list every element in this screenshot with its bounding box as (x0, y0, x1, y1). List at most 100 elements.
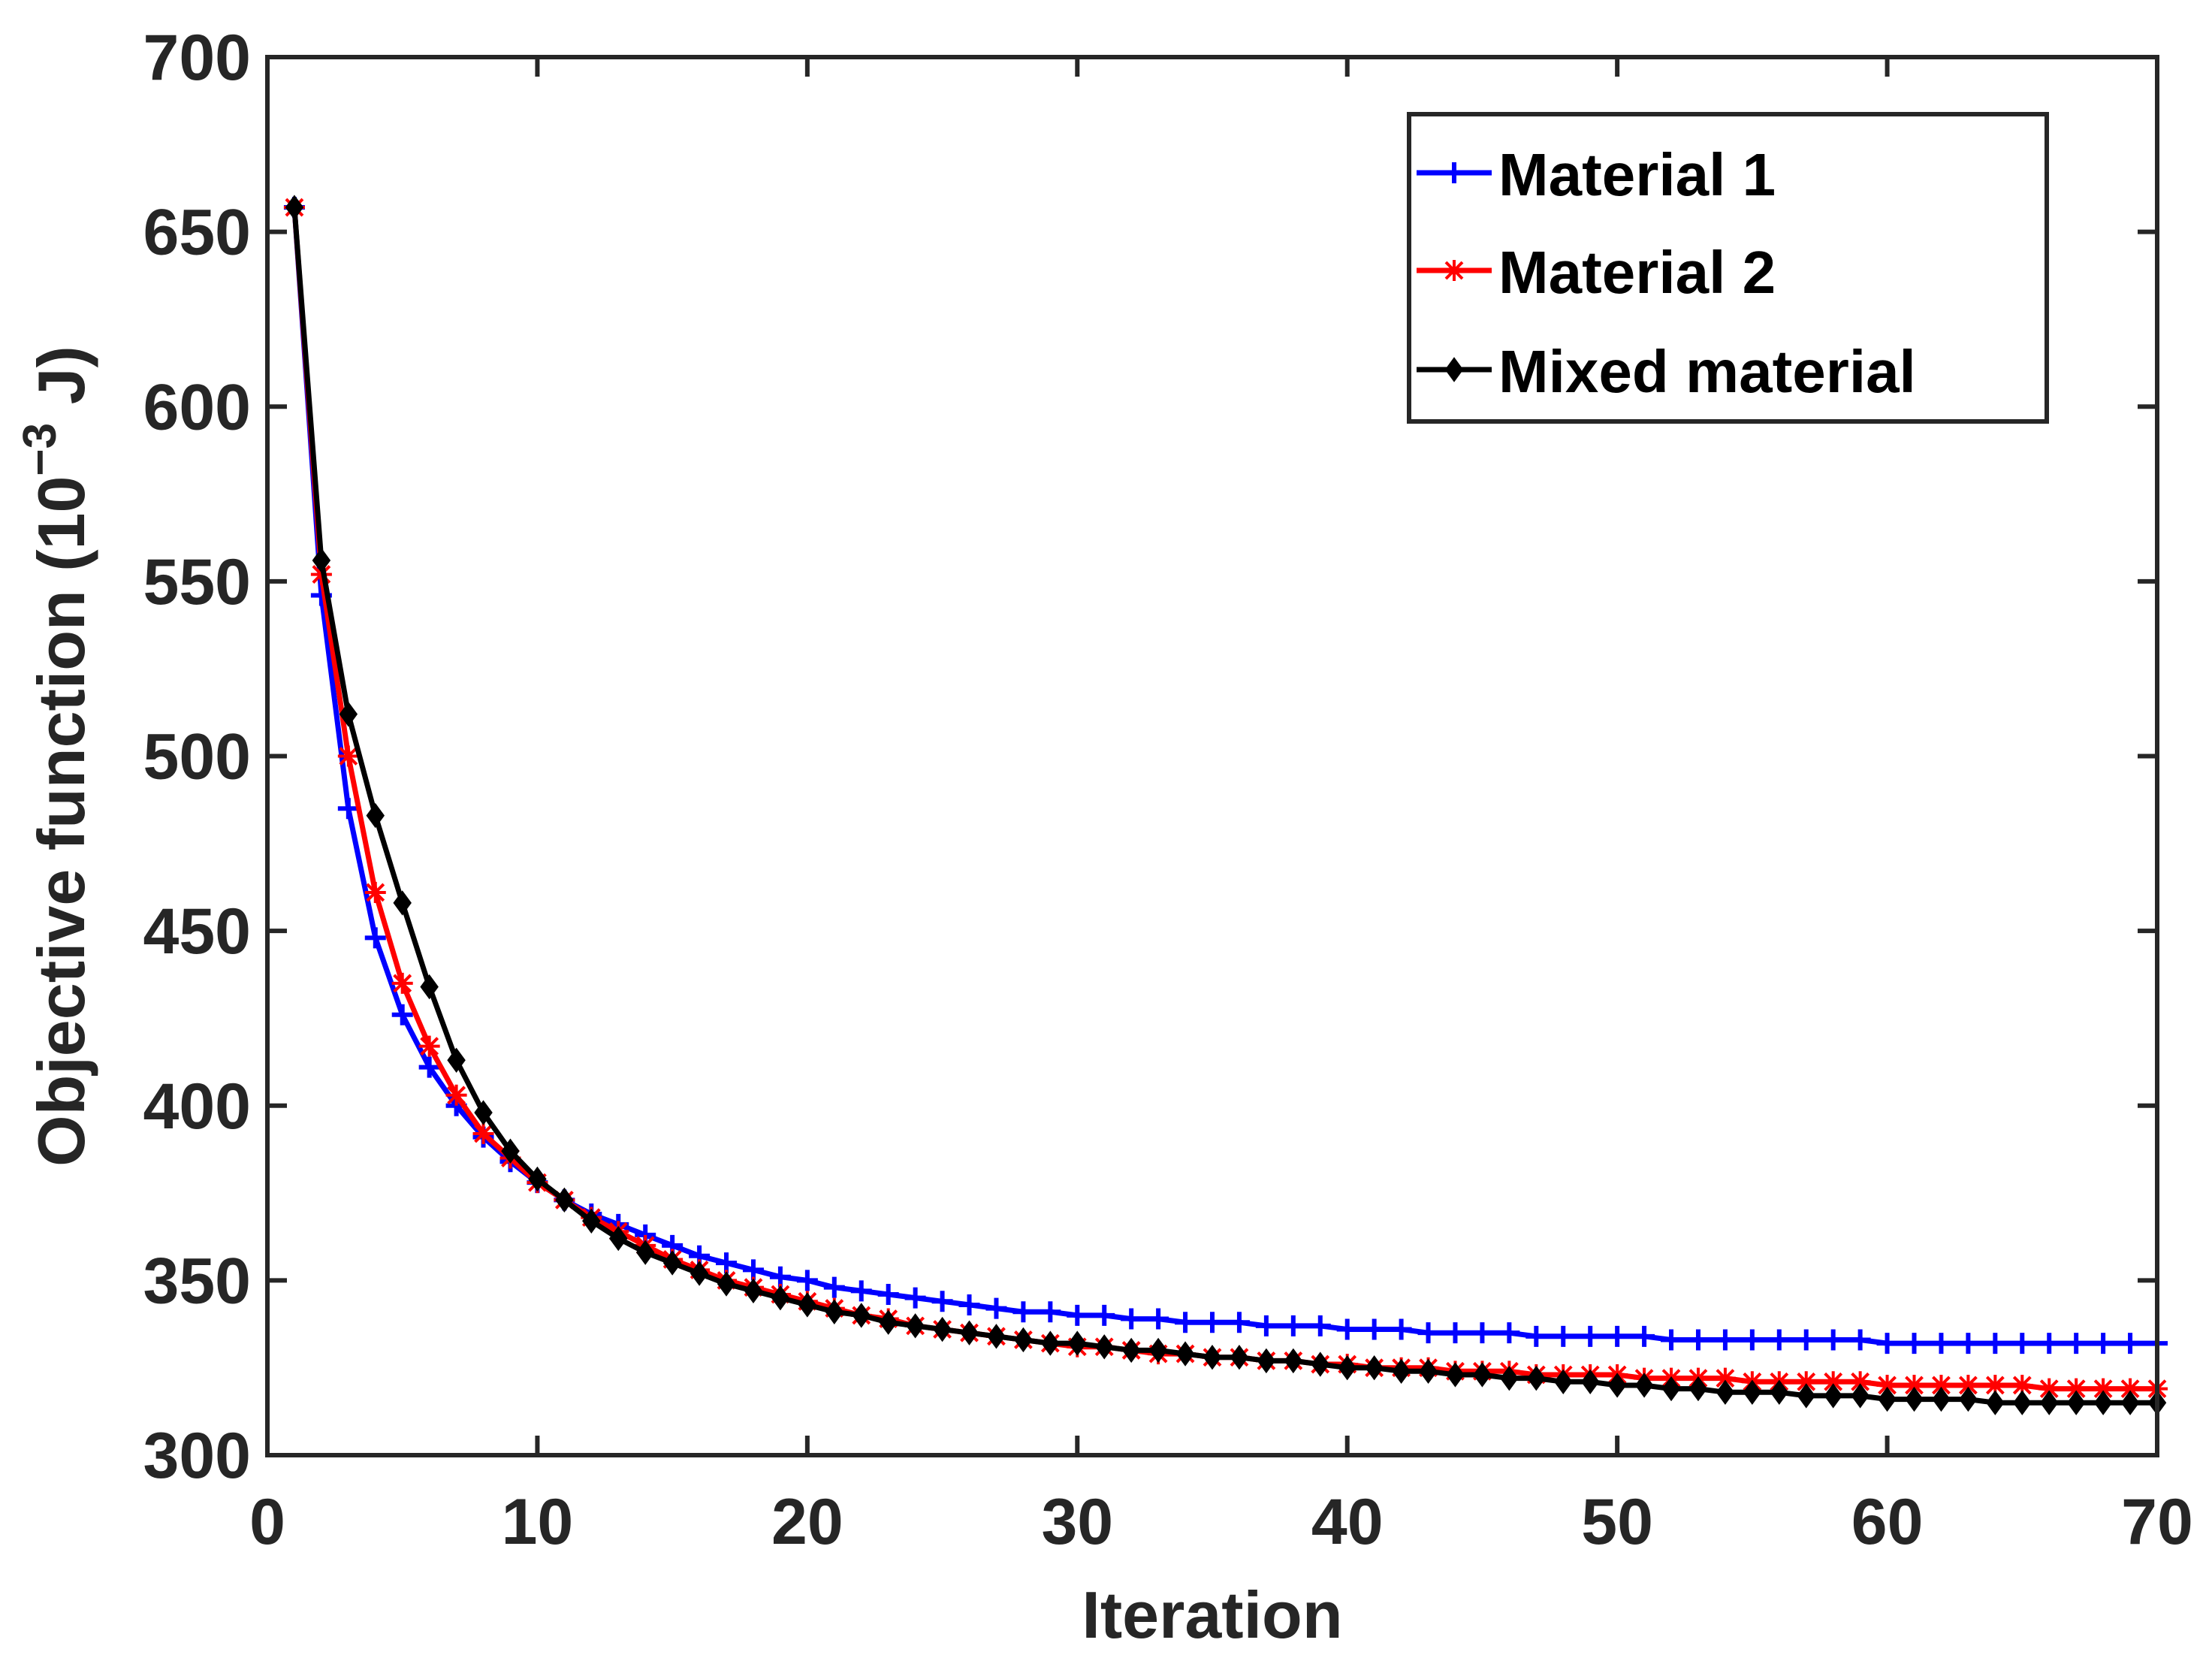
legend-marker-material-1 (1444, 162, 1465, 183)
data-point-material-1 (1930, 1333, 1952, 1354)
data-point-material-1 (1714, 1329, 1736, 1351)
data-point-material-2 (391, 972, 413, 994)
legend-label-material-2: Material 2 (1498, 239, 1776, 306)
data-point-mixed-material (1148, 1337, 1168, 1364)
data-point-material-1 (1121, 1308, 1142, 1330)
data-point-material-1 (1903, 1333, 1925, 1354)
data-point-material-1 (1175, 1312, 1197, 1333)
data-point-mixed-material (2066, 1390, 2086, 1415)
data-point-mixed-material (1311, 1351, 1330, 1377)
data-point-material-1 (2038, 1333, 2060, 1354)
x-tick-label: 30 (1041, 1486, 1113, 1558)
data-point-mixed-material (555, 1187, 574, 1213)
data-point-mixed-material (987, 1324, 1006, 1349)
data-point-material-1 (1148, 1308, 1169, 1330)
data-point-material-1 (337, 798, 359, 820)
data-point-mixed-material (1716, 1379, 1735, 1405)
y-tick-label: 700 (143, 22, 252, 94)
data-point-material-1 (1822, 1329, 1844, 1351)
data-point-material-2 (1957, 1374, 1979, 1396)
data-point-mixed-material (1607, 1373, 1627, 1398)
data-point-material-2 (2038, 1378, 2060, 1400)
y-tick-label: 600 (143, 371, 252, 443)
data-point-material-1 (958, 1294, 980, 1315)
data-point-material-1 (418, 1056, 440, 1078)
data-point-material-1 (1984, 1333, 2006, 1354)
data-point-mixed-material (1419, 1358, 1438, 1385)
data-point-material-2 (2011, 1374, 2033, 1396)
y-tick-label: 400 (143, 1071, 252, 1143)
data-point-mixed-material (1851, 1383, 1869, 1409)
data-point-material-1 (2011, 1333, 2033, 1354)
series-layer (283, 195, 2168, 1415)
data-point-mixed-material (1824, 1383, 1842, 1409)
data-point-material-2 (1876, 1374, 1898, 1396)
data-point-mixed-material (366, 802, 385, 829)
y-axis-label: Objective function (10−3 J) (14, 346, 98, 1167)
data-point-mixed-material (528, 1166, 547, 1192)
data-point-material-1 (1012, 1301, 1034, 1323)
data-point-mixed-material (339, 701, 358, 727)
data-point-material-1 (1607, 1325, 1628, 1347)
data-point-material-2 (2066, 1378, 2087, 1400)
data-point-mixed-material (1743, 1379, 1762, 1405)
data-point-material-1 (904, 1287, 926, 1309)
data-point-mixed-material (2039, 1390, 2059, 1415)
data-point-mixed-material (1041, 1330, 1060, 1356)
data-point-material-1 (1040, 1301, 1061, 1323)
y-tick-label: 500 (143, 721, 252, 793)
data-point-mixed-material (1121, 1337, 1141, 1364)
data-point-mixed-material (1230, 1345, 1249, 1370)
data-point-material-2 (1849, 1371, 1871, 1393)
data-point-mixed-material (1770, 1379, 1789, 1405)
x-axis-tick-labels: 0 10 20 30 40 50 60 70 (249, 1486, 2193, 1558)
data-point-material-1 (1309, 1315, 1331, 1336)
data-point-mixed-material (1203, 1345, 1222, 1370)
data-point-material-1 (1255, 1315, 1277, 1336)
x-tick-label: 20 (771, 1486, 843, 1558)
data-point-mixed-material (879, 1309, 898, 1335)
data-point-mixed-material (1094, 1334, 1114, 1360)
data-point-material-1 (1363, 1318, 1385, 1340)
data-point-mixed-material (960, 1320, 979, 1345)
data-point-material-1 (2120, 1333, 2141, 1354)
data-point-mixed-material (662, 1250, 682, 1276)
legend-label-material-1: Material 1 (1498, 141, 1776, 208)
data-point-mixed-material (2120, 1390, 2140, 1415)
data-point-material-2 (1984, 1374, 2006, 1396)
data-point-material-1 (1471, 1322, 1493, 1344)
series-line-mixed-material (291, 207, 2157, 1406)
data-point-material-1 (1202, 1312, 1223, 1333)
data-point-mixed-material (1878, 1386, 1897, 1412)
y-tick-label: 650 (143, 197, 252, 269)
data-point-material-1 (2066, 1333, 2087, 1354)
data-point-material-1 (1336, 1318, 1358, 1340)
data-point-material-1 (1417, 1322, 1439, 1344)
x-axis-label: Iteration (1082, 1578, 1342, 1652)
data-point-mixed-material (1661, 1376, 1681, 1402)
data-point-material-1 (1661, 1329, 1682, 1351)
data-point-mixed-material (933, 1316, 952, 1342)
y-axis-tick-labels: 300 350 400 450 500 550 600 650 700 (143, 22, 252, 1492)
data-point-mixed-material (1257, 1348, 1276, 1374)
legend-item-mixed-material: Mixed material (1417, 338, 1916, 405)
data-point-mixed-material (1580, 1369, 1600, 1394)
data-point-mixed-material (635, 1240, 655, 1265)
data-point-mixed-material (285, 195, 304, 220)
data-point-mixed-material (1634, 1373, 1654, 1398)
data-point-material-1 (2093, 1333, 2114, 1354)
x-tick-label: 70 (2121, 1486, 2193, 1558)
y-tick-label: 450 (143, 895, 252, 968)
data-point-mixed-material (1473, 1362, 1492, 1388)
data-point-mixed-material (1365, 1354, 1384, 1381)
data-point-material-1 (1687, 1329, 1709, 1351)
data-point-mixed-material (501, 1138, 520, 1164)
data-point-mixed-material (798, 1292, 817, 1318)
series-line-material-1 (291, 207, 2157, 1346)
data-point-mixed-material (717, 1271, 736, 1297)
data-point-material-2 (1795, 1371, 1817, 1393)
data-point-material-1 (1849, 1329, 1871, 1351)
data-point-material-1 (1741, 1329, 1763, 1351)
data-point-material-1 (1525, 1325, 1547, 1347)
data-point-material-1 (1067, 1304, 1088, 1326)
